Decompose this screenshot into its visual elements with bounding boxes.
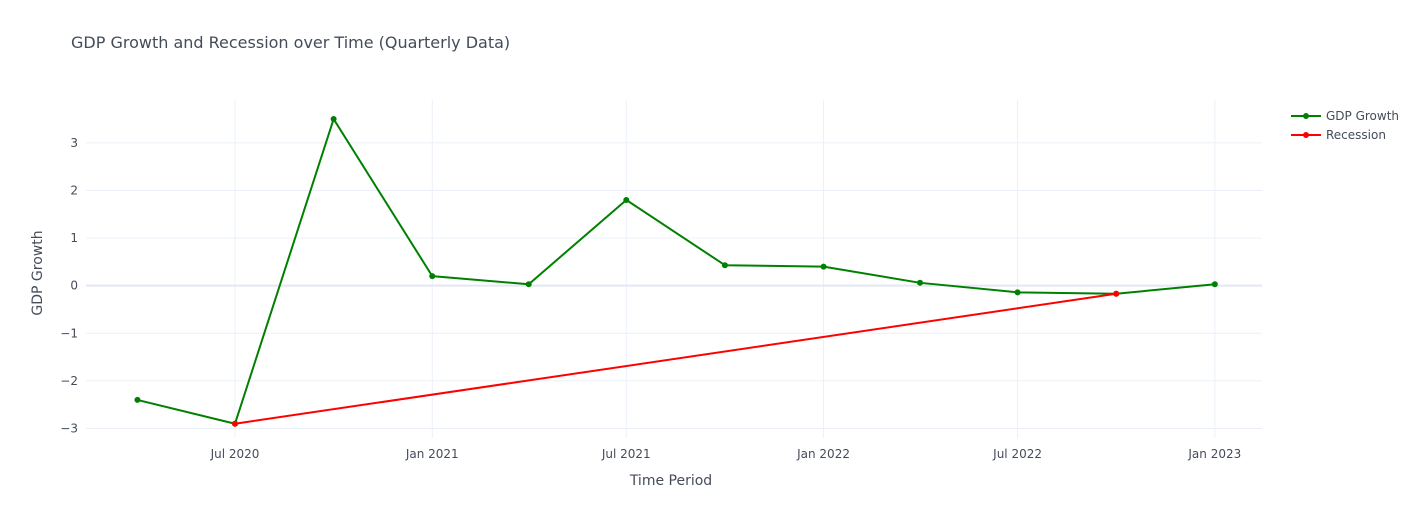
series-group [134,116,1218,427]
x-tick-label: Jan 2021 [405,447,459,461]
legend-swatch-recession [1291,131,1321,138]
series-line-gdp-growth [137,118,1215,425]
data-point-gdp-growth[interactable] [1211,281,1218,288]
y-tick-label: −1 [60,326,78,340]
data-point-recession[interactable] [1113,290,1120,297]
data-point-gdp-growth[interactable] [820,263,827,270]
data-point-gdp-growth[interactable] [721,262,728,269]
data-point-gdp-growth[interactable] [429,273,436,280]
legend-label-recession: Recession [1326,127,1386,142]
data-point-recession[interactable] [232,420,239,427]
legend-marker-gdp-growth [1303,112,1309,119]
chart-title: GDP Growth and Recession over Time (Quar… [71,33,511,52]
legend-swatch-gdp-growth [1291,112,1321,119]
data-point-gdp-growth[interactable] [525,281,532,288]
data-point-gdp-growth[interactable] [134,396,141,403]
grid [86,100,1262,438]
x-axis-title: Time Period [629,473,712,489]
y-axis-title: GDP Growth [30,230,46,315]
data-point-gdp-growth[interactable] [1014,289,1021,296]
y-tick-label: 2 [70,183,78,197]
y-tick-label: 3 [70,136,78,150]
legend-item-recession[interactable]: Recession [1290,125,1399,144]
data-point-gdp-growth[interactable] [623,196,630,203]
axes: Jul 2020 Jan 2021 Jul 2021 Jan 2022 Jul 2022… [60,136,1241,461]
y-tick-label: 1 [70,231,78,245]
data-point-gdp-growth[interactable] [917,279,924,286]
data-point-gdp-growth[interactable] [330,116,337,123]
legend-marker-recession [1303,131,1309,138]
x-tick-label: Jul 2021 [601,447,651,461]
x-tick-label: Jul 2022 [992,447,1042,461]
legend[interactable]: GDP Growth Recession [1290,106,1399,144]
legend-label-gdp-growth: GDP Growth [1326,108,1400,123]
x-tick-label: Jan 2023 [1187,447,1241,461]
y-tick-label: 0 [70,279,78,293]
series-line-recession [234,292,1117,425]
y-tick-label: −2 [60,374,78,388]
x-tick-label: Jan 2022 [796,447,850,461]
y-tick-label: −3 [60,421,78,435]
legend-item-gdp-growth[interactable]: GDP Growth [1290,106,1399,125]
x-tick-label: Jul 2020 [210,447,260,461]
